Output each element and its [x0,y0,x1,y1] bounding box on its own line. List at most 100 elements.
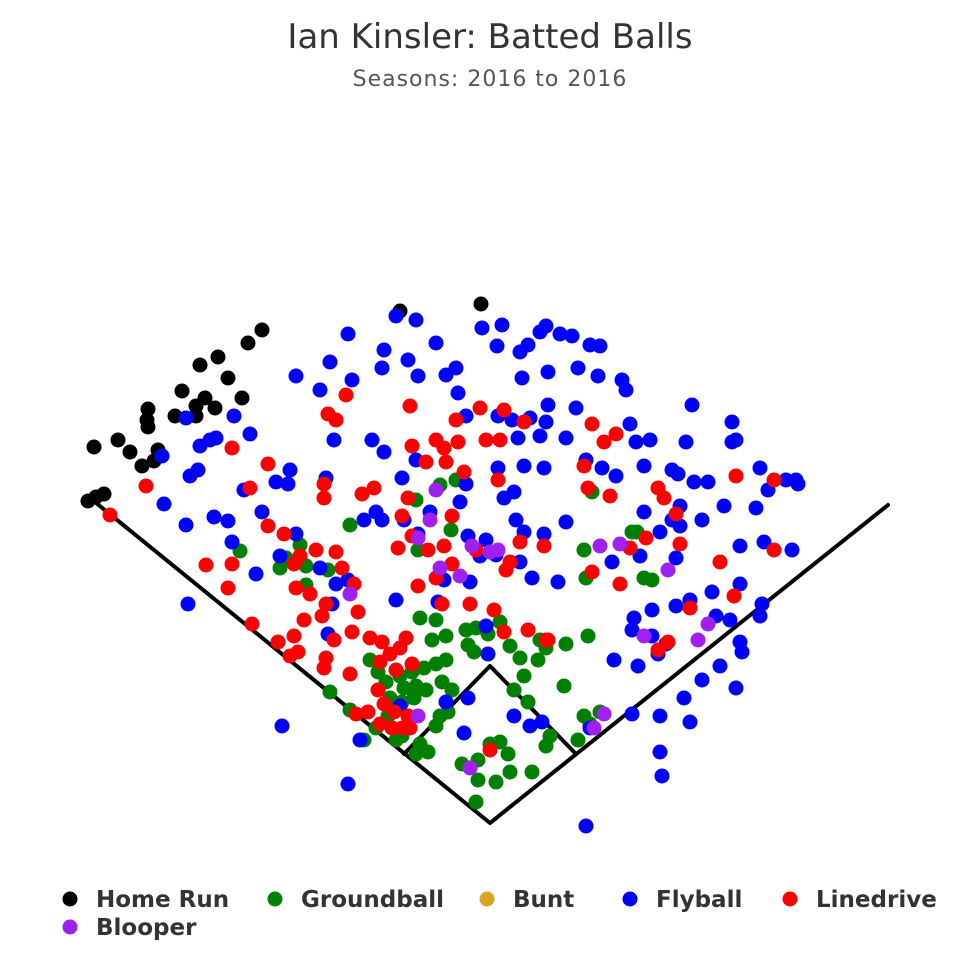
linedrive-point [516,414,532,430]
home-run-point [254,322,270,338]
linedrive-point [448,412,464,428]
flyball-point [388,592,404,608]
flyball-point [636,458,652,474]
groundball-point [524,764,540,780]
linedrive-point [656,490,672,506]
flyball-point [728,432,744,448]
home-run-point [140,401,156,417]
flyball-point [540,364,556,380]
linedrive-point [602,488,618,504]
linedrive-point [400,490,416,506]
legend-item-bunt[interactable]: Bunt [479,887,575,913]
groundball-point [444,682,460,698]
flyball-point [156,496,172,512]
flyball-point [558,430,574,446]
groundball-point [502,638,518,654]
flyball-point [312,382,328,398]
flyball-point [682,714,698,730]
flyball-point [344,372,360,388]
linedrive-point [366,480,382,496]
flyball-point [538,318,554,334]
blooper-point [452,568,468,584]
legend-marker-groundball [267,891,283,907]
home-run-point [80,493,96,509]
groundball-point [438,652,454,668]
linedrive-point [282,648,298,664]
flyball-point [532,428,548,444]
linedrive-point [444,556,460,572]
linedrive-point [580,480,596,496]
groundball-point [443,522,459,538]
flyball-point [788,472,804,488]
linedrive-point [360,704,376,720]
linedrive-point [384,720,400,736]
linedrive-point [374,634,390,650]
flyball-point [522,718,538,734]
flyball-point [624,706,640,722]
flyball-point [520,337,536,353]
flyball-point [752,608,768,624]
flyball-point [552,326,568,342]
flyball-point [438,694,454,710]
flyball-point [626,610,642,626]
flyball-point [694,672,710,688]
legend-item-home-run[interactable]: Home Run [62,887,230,913]
linedrive-point [372,716,388,732]
flyball-point [652,708,668,724]
linedrive-point [672,536,688,552]
flyball-point [784,542,800,558]
linedrive-point [344,624,360,640]
flyball-point [364,432,380,448]
linedrive-point [596,434,612,450]
blooper-point [464,538,480,554]
flyball-point [352,732,368,748]
legend-item-flyball[interactable]: Flyball [622,887,743,913]
linedrive-point [260,456,276,472]
flyball-point [700,474,716,490]
groundball-point [488,774,504,790]
flyball-point [592,338,608,354]
linedrive-point [576,458,592,474]
legend-label-bunt: Bunt [513,887,574,913]
flyball-point [428,335,444,351]
legend-item-blooper[interactable]: Blooper [62,915,198,941]
linedrive-point [338,387,354,403]
chart-title: Ian Kinsler: Batted Balls [287,17,692,57]
linedrive-point [372,654,388,670]
chart-subtitle: Seasons: 2016 to 2016 [353,67,628,92]
flyball-point [312,560,328,576]
linedrive-point [102,507,118,523]
linedrive-point [478,432,494,448]
linedrive-point [348,706,364,722]
groundball-point [506,682,522,698]
flyball-point [550,574,566,590]
groundball-point [520,694,536,710]
legend-item-linedrive[interactable]: Linedrive [782,887,937,913]
home-run-point [174,383,190,399]
linedrive-point [334,560,350,576]
linedrive-point [302,586,318,602]
home-run-point [473,296,489,312]
linedrive-point [224,556,240,572]
linedrive-point [584,416,600,432]
flyball-point [220,513,236,529]
linedrive-point [318,596,334,612]
linedrive-point [288,580,304,596]
flyball-point [536,460,552,476]
flyball-point [374,512,390,528]
flyball-point [756,534,772,550]
flyball-point [448,360,464,376]
flyball-point [268,474,284,490]
legend-label-linedrive: Linedrive [816,887,937,913]
legend-item-groundball[interactable]: Groundball [267,887,445,913]
groundball-point [570,732,586,748]
flyball-point [224,534,240,550]
linedrive-point [612,576,628,592]
flyball-point [208,430,224,446]
flyball-point [506,484,522,500]
flyball-point [570,360,586,376]
linedrive-point [438,454,454,470]
linedrive-point [342,666,358,682]
blooper-point [432,560,448,576]
flyball-point [452,494,468,510]
